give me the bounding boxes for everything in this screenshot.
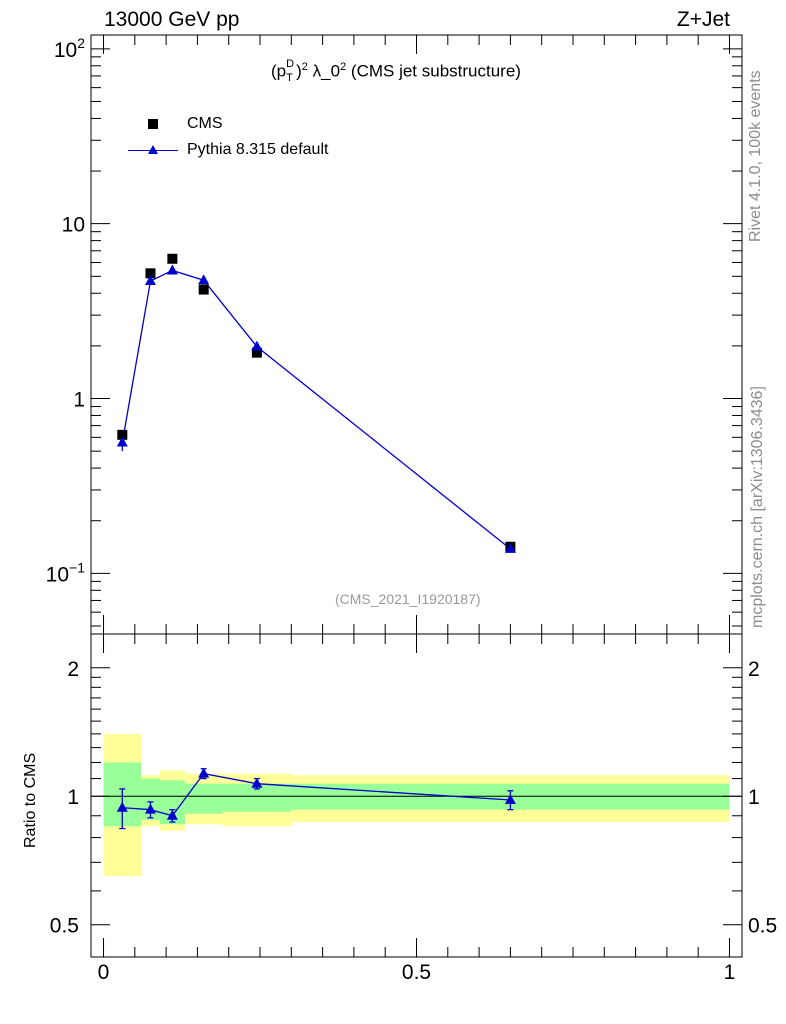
- main-y-tick-label: 10−1: [46, 559, 86, 586]
- cms-data-point: [251, 347, 262, 358]
- pythia-data-point: [198, 274, 210, 285]
- title-sub-t: T: [286, 71, 293, 84]
- legend-pythia-marker: [148, 145, 158, 154]
- pythia-ratio-point: [166, 809, 178, 820]
- chart-title: (p D T)2 λ_02 (CMS jet substructure): [271, 57, 521, 84]
- ratio-y-tick-label-left: 1: [67, 786, 79, 809]
- ratio-y-tick-label-left: 0.5: [50, 915, 79, 938]
- cms-data-point: [145, 268, 156, 279]
- cms-data-point: [167, 253, 178, 264]
- pythia-data-point: [504, 542, 516, 553]
- ratio-x-tick-label: 0.5: [402, 961, 431, 984]
- pythia-ratio-line: [122, 772, 511, 817]
- ratio-y-tick-label-left: 2: [67, 658, 79, 681]
- title-rest: λ_0: [307, 61, 341, 81]
- legend-cms-marker: [148, 119, 158, 129]
- pythia-ratio-point: [144, 803, 156, 814]
- legend: CMS Pythia 8.315 default: [126, 113, 386, 163]
- legend-cms-label: CMS: [187, 115, 223, 132]
- title-sup-2: 2: [301, 61, 308, 73]
- title-p: (p: [271, 61, 287, 81]
- process-label: Z+Jet: [676, 8, 730, 31]
- pythia-ratio-point: [504, 793, 516, 804]
- main-y-tick-label: 10: [62, 214, 85, 237]
- pythia-data-point: [251, 340, 263, 351]
- title-tail: (CMS jet substructure): [346, 61, 521, 81]
- pythia-line: [121, 269, 511, 550]
- legend-pythia-label: Pythia 8.315 default: [187, 141, 329, 158]
- cms-data-point: [117, 429, 128, 440]
- pythia-ratio-point: [116, 801, 128, 812]
- ratio-x-tick-label: 0: [98, 961, 110, 984]
- pythia-data-point: [116, 436, 128, 447]
- pythia-ratio-point: [198, 767, 210, 778]
- pythia-ratio-point: [251, 777, 263, 788]
- analysis-watermark: (CMS_2021_I1920187): [335, 591, 481, 607]
- pythia-data-point: [144, 275, 156, 286]
- ratio-y-tick-label-right: 0.5: [748, 915, 777, 938]
- ratio-y-tick-label-right: 1: [748, 786, 760, 809]
- ratio-y-tick-label-right: 2: [748, 658, 760, 681]
- ratio-x-tick-label: 1: [724, 961, 736, 984]
- main-y-tick-label: 102: [54, 35, 85, 62]
- ratio-green-band: [184, 783, 223, 814]
- energy-label: 13000 GeV pp: [104, 8, 240, 31]
- main-plot-frame: [90, 34, 743, 635]
- pythia-data-point: [166, 264, 178, 275]
- cms-data-point: [198, 284, 209, 295]
- title-sup-d: D: [286, 57, 295, 70]
- title-sup-3: 2: [340, 61, 347, 73]
- main-y-tick-label: 1: [73, 389, 85, 412]
